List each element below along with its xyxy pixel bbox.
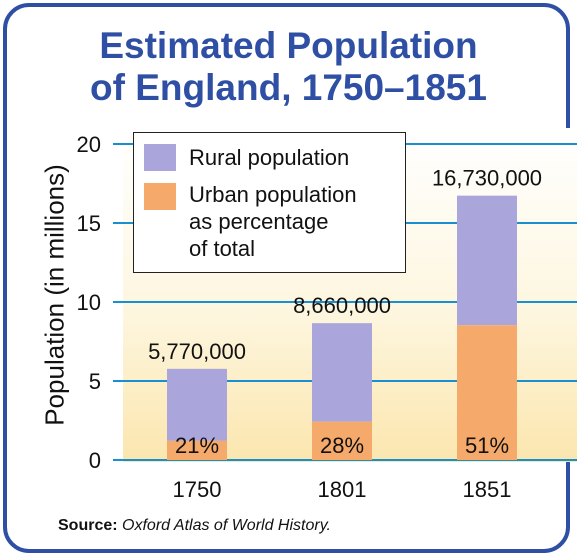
y-axis-label: Population (in millions)	[39, 164, 70, 426]
source-note: Source: Oxford Atlas of World History.	[58, 517, 331, 535]
bar-rural-1851	[457, 195, 517, 326]
y-tick-label-20: 20	[77, 132, 101, 157]
data-label-total-1801: 8,660,000	[293, 293, 391, 318]
chart-title-line1: Estimated Population	[99, 25, 478, 66]
bar-rural-1750	[167, 368, 227, 441]
data-label-urban-1750: 21%	[175, 433, 219, 458]
source-label: Source:	[58, 517, 118, 534]
x-tick-label-1851: 1851	[463, 477, 512, 502]
data-label-urban-1851: 51%	[465, 433, 509, 458]
bar-urban-1851	[457, 325, 517, 460]
legend-rural-label: Rural population	[189, 145, 350, 170]
y-tick-label-5: 5	[89, 369, 101, 394]
bar-urban-1750	[167, 440, 227, 460]
x-tick-label-1801: 1801	[318, 477, 367, 502]
legend: Rural population Urban population as per…	[133, 132, 406, 273]
legend-urban-label-line3: of total	[189, 236, 256, 261]
data-label-total-1750: 5,770,000	[148, 339, 246, 364]
bar-rural-1801	[312, 323, 372, 422]
y-tick-label-0: 0	[89, 448, 101, 473]
data-label-urban-1801: 28%	[320, 433, 364, 458]
y-tick-label-15: 15	[77, 211, 101, 236]
y-tick-label-10: 10	[77, 290, 101, 315]
chart-title-line2: of England, 1750–1851	[90, 67, 487, 108]
bar-urban-1801	[312, 421, 372, 460]
legend-urban-label-line2: as percentage	[189, 209, 329, 234]
source-text: Oxford Atlas of World History.	[122, 517, 331, 534]
legend-urban-label-line1: Urban population	[189, 182, 357, 207]
data-label-total-1851: 16,730,000	[432, 166, 542, 191]
x-tick-label-1750: 1750	[173, 477, 222, 502]
legend-urban-swatch	[144, 183, 176, 210]
legend-rural-swatch	[144, 144, 176, 171]
